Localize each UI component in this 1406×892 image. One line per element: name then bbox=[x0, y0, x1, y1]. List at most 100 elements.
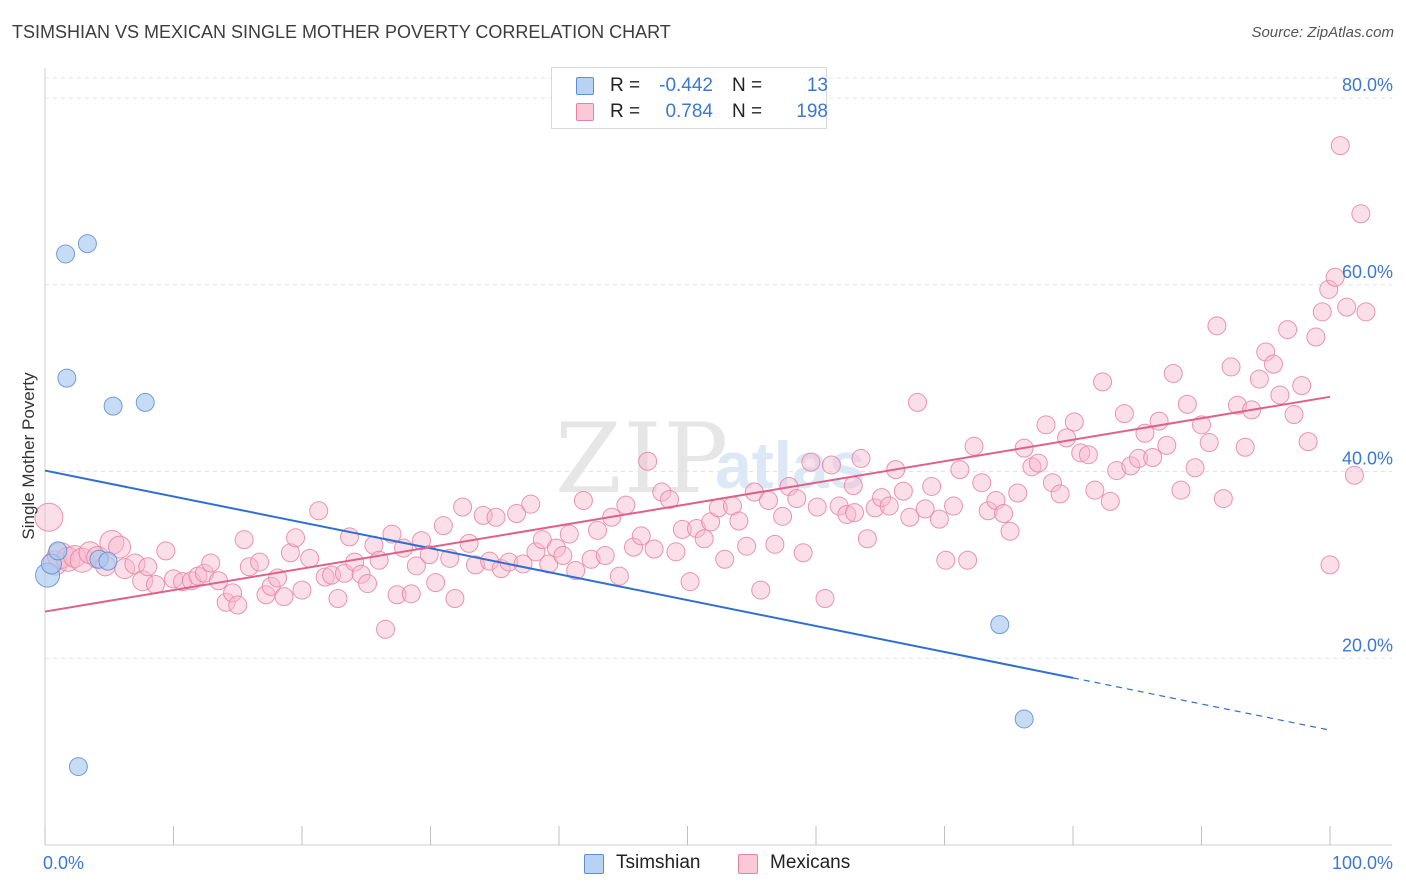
mexicans-point bbox=[1121, 456, 1141, 476]
axes-layer bbox=[44, 68, 1392, 846]
mexicans-point bbox=[1344, 465, 1364, 485]
mexicans-point bbox=[1114, 404, 1134, 424]
mexicans-point bbox=[843, 476, 863, 496]
mexicans-point bbox=[837, 504, 857, 524]
mexicans-point bbox=[419, 545, 439, 565]
mexicans-point bbox=[223, 583, 243, 603]
mexicans-point bbox=[286, 528, 306, 548]
legend-r-label: R = bbox=[610, 75, 641, 96]
y-tick-label: 20.0% bbox=[1342, 635, 1393, 655]
mexicans-point bbox=[406, 556, 426, 576]
mexicans-point bbox=[666, 542, 686, 562]
mexicans-point bbox=[300, 548, 320, 568]
mexicans-point bbox=[507, 504, 527, 524]
mexicans-point bbox=[573, 490, 593, 510]
mexicans-point bbox=[521, 494, 541, 514]
mexicans-point bbox=[929, 509, 949, 529]
mexicans-point bbox=[138, 557, 158, 577]
mexicans-point bbox=[793, 543, 813, 563]
mexicans-point bbox=[486, 507, 506, 527]
mexicans-point bbox=[751, 580, 771, 600]
mexicans-point bbox=[280, 543, 300, 563]
mexicans-point bbox=[34, 502, 64, 532]
mexicans-point bbox=[309, 501, 329, 521]
tsimshian-point bbox=[77, 234, 97, 254]
correlation-legend: R = -0.442 N = 13 R = 0.784 N = 198 bbox=[551, 67, 828, 129]
mexicans-point bbox=[1256, 342, 1276, 362]
mexicans-point bbox=[972, 473, 992, 493]
mexicans-point bbox=[908, 392, 928, 412]
mexicans-point bbox=[865, 498, 885, 518]
mexicans-point bbox=[1356, 302, 1376, 322]
mexicans-point bbox=[994, 504, 1014, 524]
legend-n-label: N = bbox=[732, 75, 763, 96]
mexicans-point bbox=[453, 497, 473, 517]
tsimshian-point bbox=[98, 551, 118, 571]
mexicans-point bbox=[351, 564, 371, 584]
mexicans-point bbox=[1284, 405, 1304, 425]
mexicans-point bbox=[358, 574, 378, 594]
tsimshian-swatch bbox=[576, 77, 594, 95]
mexicans-point bbox=[1143, 448, 1163, 467]
mexicans-point bbox=[1292, 376, 1312, 396]
mexicans-point bbox=[801, 452, 821, 472]
mexicans-point bbox=[1207, 316, 1227, 336]
mexicans-point bbox=[609, 566, 629, 586]
mexicans-point bbox=[616, 495, 636, 515]
mexicans-point bbox=[588, 520, 608, 540]
mexicans-point bbox=[532, 530, 552, 550]
mexicans-point bbox=[1057, 428, 1077, 448]
mexicans-point bbox=[943, 496, 963, 516]
chart-title: TSIMSHIAN VS MEXICAN SINGLE MOTHER POVER… bbox=[12, 22, 671, 42]
mexicans-point bbox=[851, 448, 871, 468]
mexicans-point bbox=[1071, 443, 1091, 463]
mexicans-point bbox=[1330, 136, 1350, 156]
legend-r-value: 0.784 bbox=[665, 101, 713, 122]
mexicans-point bbox=[315, 567, 335, 587]
mexicans-point bbox=[737, 536, 757, 556]
mexicans-point bbox=[958, 550, 978, 570]
mexicans-point bbox=[893, 481, 913, 501]
mexicans-point bbox=[872, 488, 892, 508]
mexicans-trendline bbox=[44, 395, 1331, 613]
mexicans-point bbox=[1100, 491, 1120, 511]
mexicans-point bbox=[1351, 204, 1371, 224]
mexicans-point bbox=[445, 588, 465, 608]
mexicans-point bbox=[553, 546, 573, 566]
mexicans-point bbox=[382, 524, 402, 544]
mexicans-point bbox=[694, 529, 714, 549]
mexicans-point bbox=[250, 552, 270, 572]
points-layer bbox=[34, 136, 1376, 777]
mexicans-point bbox=[765, 534, 785, 554]
tsimshian-point bbox=[68, 757, 88, 777]
mexicans-point bbox=[1163, 363, 1183, 383]
mexicans-point bbox=[1235, 437, 1255, 457]
mexicans-point bbox=[1199, 433, 1219, 453]
legend-n-label: N = bbox=[732, 101, 763, 122]
mexicans-swatch bbox=[576, 103, 594, 121]
mexicans-point bbox=[1278, 320, 1298, 340]
mexicans-point bbox=[1050, 484, 1070, 504]
mexicans-point bbox=[652, 482, 672, 502]
mexicans-point bbox=[426, 573, 446, 593]
mexicans-point bbox=[1022, 457, 1042, 477]
mexicans-point bbox=[644, 539, 664, 559]
mexicans-point bbox=[1129, 448, 1149, 468]
legend-r-value: -0.442 bbox=[659, 75, 713, 96]
mexicans-point bbox=[978, 501, 998, 521]
mexicans-point bbox=[1028, 453, 1048, 473]
legend-label-mexicans: Mexicans bbox=[770, 852, 851, 873]
y-tick-label: 80.0% bbox=[1342, 75, 1393, 95]
mexicans-swatch bbox=[738, 854, 758, 874]
mexicans-point bbox=[821, 455, 841, 475]
mexicans-point bbox=[376, 619, 396, 639]
mexicans-point bbox=[1298, 432, 1318, 452]
mexicans-point bbox=[1078, 445, 1098, 465]
mexicans-point bbox=[1263, 354, 1283, 374]
tsimshian-point bbox=[135, 392, 155, 412]
y-tick-label: 60.0% bbox=[1342, 262, 1393, 282]
mexicans-point bbox=[624, 537, 644, 557]
mexicans-point bbox=[900, 507, 920, 527]
mexicans-point bbox=[1221, 357, 1241, 377]
mexicans-point bbox=[1270, 385, 1290, 405]
